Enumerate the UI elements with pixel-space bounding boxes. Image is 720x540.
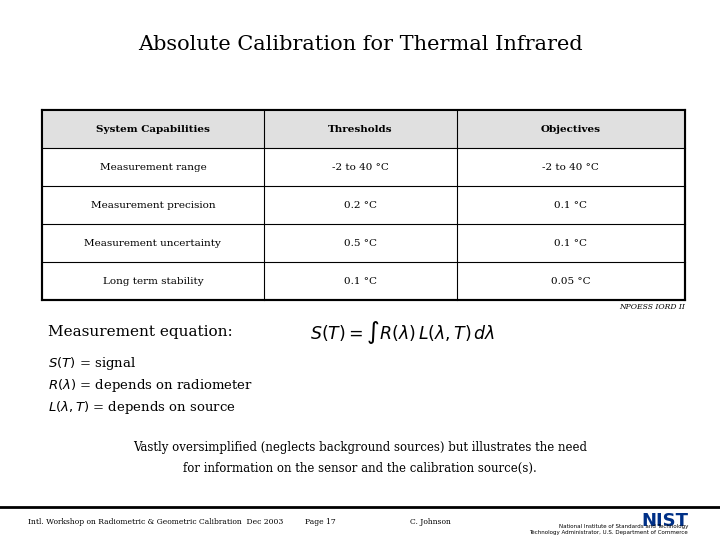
- Text: 0.2 °C: 0.2 °C: [343, 200, 377, 210]
- Text: Vastly oversimplified (neglects background sources) but illustrates the need: Vastly oversimplified (neglects backgrou…: [133, 442, 587, 455]
- Text: National Institute of Standards and Technology: National Institute of Standards and Tech…: [559, 524, 688, 529]
- Text: 0.1 °C: 0.1 °C: [343, 276, 377, 286]
- Text: 0.1 °C: 0.1 °C: [554, 200, 588, 210]
- Text: -2 to 40 °C: -2 to 40 °C: [542, 163, 599, 172]
- Bar: [264, 110, 456, 148]
- Text: Objectives: Objectives: [541, 125, 601, 133]
- Bar: [42, 110, 264, 148]
- Text: Technology Administrator, U.S. Department of Commerce: Technology Administrator, U.S. Departmen…: [529, 530, 688, 535]
- Text: Measurement precision: Measurement precision: [91, 200, 215, 210]
- Text: Intl. Workshop on Radiometric & Geometric Calibration  Dec 2003: Intl. Workshop on Radiometric & Geometri…: [28, 518, 284, 526]
- Text: for information on the sensor and the calibration source(s).: for information on the sensor and the ca…: [183, 462, 537, 475]
- Text: $L(\lambda, T)$ = depends on source: $L(\lambda, T)$ = depends on source: [48, 400, 235, 416]
- Text: C. Johnson: C. Johnson: [410, 518, 451, 526]
- Text: $S(T)$ = signal: $S(T)$ = signal: [48, 355, 136, 373]
- Text: 0.5 °C: 0.5 °C: [343, 239, 377, 247]
- Text: System Capabilities: System Capabilities: [96, 125, 210, 133]
- Text: NPOESS IORD II: NPOESS IORD II: [619, 303, 685, 311]
- Text: Measurement range: Measurement range: [99, 163, 207, 172]
- Text: Measurement equation:: Measurement equation:: [48, 325, 233, 339]
- Text: 0.1 °C: 0.1 °C: [554, 239, 588, 247]
- Bar: [456, 110, 685, 148]
- Text: NIST: NIST: [641, 512, 688, 530]
- Text: Page 17: Page 17: [305, 518, 336, 526]
- Text: $S(T) = \int R(\lambda)\, L(\lambda, T)\, d\lambda$: $S(T) = \int R(\lambda)\, L(\lambda, T)\…: [310, 319, 495, 346]
- Text: Thresholds: Thresholds: [328, 125, 392, 133]
- Text: $R(\lambda)$ = depends on radiometer: $R(\lambda)$ = depends on radiometer: [48, 377, 253, 395]
- Text: 0.05 °C: 0.05 °C: [551, 276, 590, 286]
- Text: Long term stability: Long term stability: [103, 276, 203, 286]
- Text: Measurement uncertainty: Measurement uncertainty: [84, 239, 221, 247]
- Bar: [42, 110, 685, 300]
- Text: Absolute Calibration for Thermal Infrared: Absolute Calibration for Thermal Infrare…: [138, 35, 582, 54]
- Text: -2 to 40 °C: -2 to 40 °C: [332, 163, 389, 172]
